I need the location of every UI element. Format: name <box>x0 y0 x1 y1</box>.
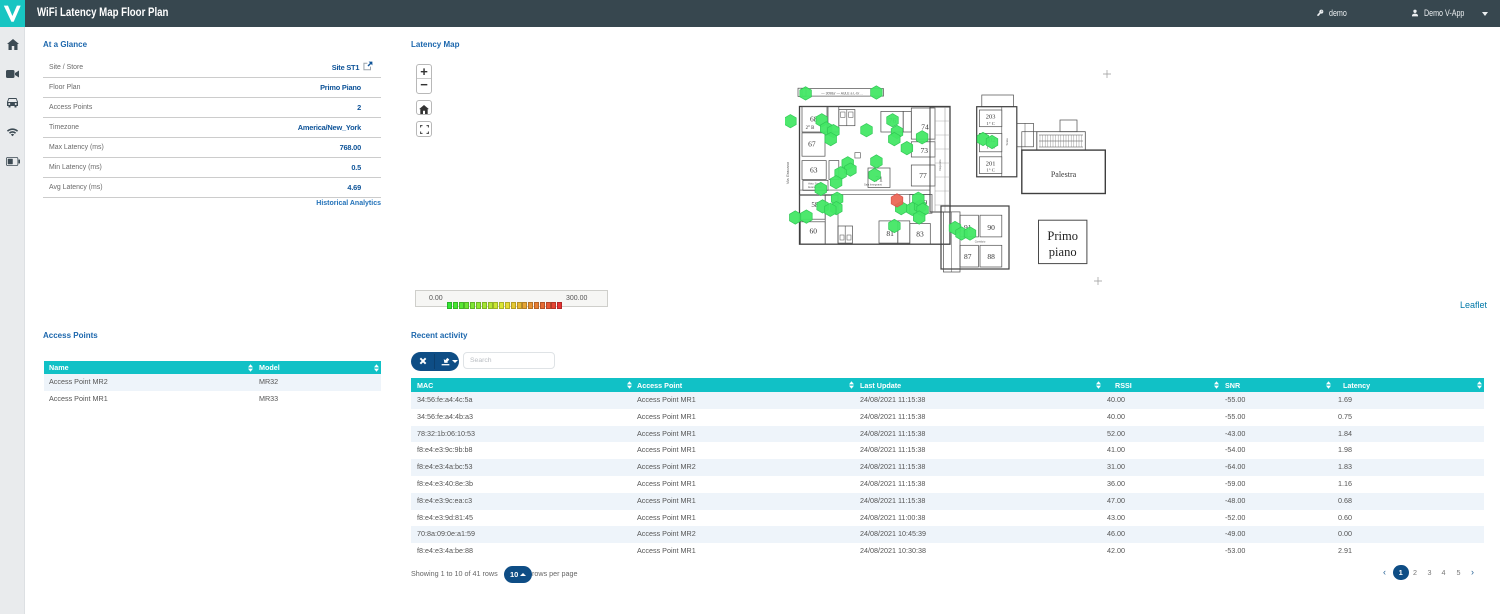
svg-text:— 3098a’ — AULE a L·br…: — 3098a’ — AULE a L·br… <box>821 91 863 95</box>
svg-text:81: 81 <box>886 229 894 238</box>
svg-text:73: 73 <box>920 146 928 155</box>
svg-text:87: 87 <box>964 252 972 261</box>
svg-text:2° B: 2° B <box>806 126 815 131</box>
svg-text:Palestra: Palestra <box>1051 170 1077 179</box>
svg-text:Corridoio: Corridoio <box>975 240 986 244</box>
svg-text:90: 90 <box>987 223 995 232</box>
svg-text:1° C: 1° C <box>986 168 994 173</box>
svg-text:Primo: Primo <box>1047 229 1078 243</box>
svg-text:88: 88 <box>987 252 995 261</box>
svg-text:74: 74 <box>921 123 929 132</box>
svg-text:Atrio Santa: Atrio Santa <box>808 182 822 186</box>
svg-text:60: 60 <box>809 226 817 235</box>
svg-text:58: 58 <box>811 201 819 209</box>
svg-text:91: 91 <box>964 223 972 232</box>
svg-text:83: 83 <box>916 230 924 239</box>
svg-text:Via Gracano: Via Gracano <box>785 161 790 184</box>
svg-text:Sala Insegnanti: Sala Insegnanti <box>864 182 882 186</box>
svg-text:Scala: Scala <box>1005 138 1009 145</box>
svg-text:Deposito: Deposito <box>938 159 942 170</box>
svg-text:1° C: 1° C <box>986 121 994 126</box>
svg-text:63: 63 <box>810 166 818 175</box>
svg-text:77: 77 <box>919 171 927 180</box>
svg-text:piano: piano <box>1049 245 1077 259</box>
svg-text:68: 68 <box>810 115 818 124</box>
svg-text:201: 201 <box>986 160 996 167</box>
svg-text:67: 67 <box>808 140 816 149</box>
svg-text:203: 203 <box>986 114 996 121</box>
